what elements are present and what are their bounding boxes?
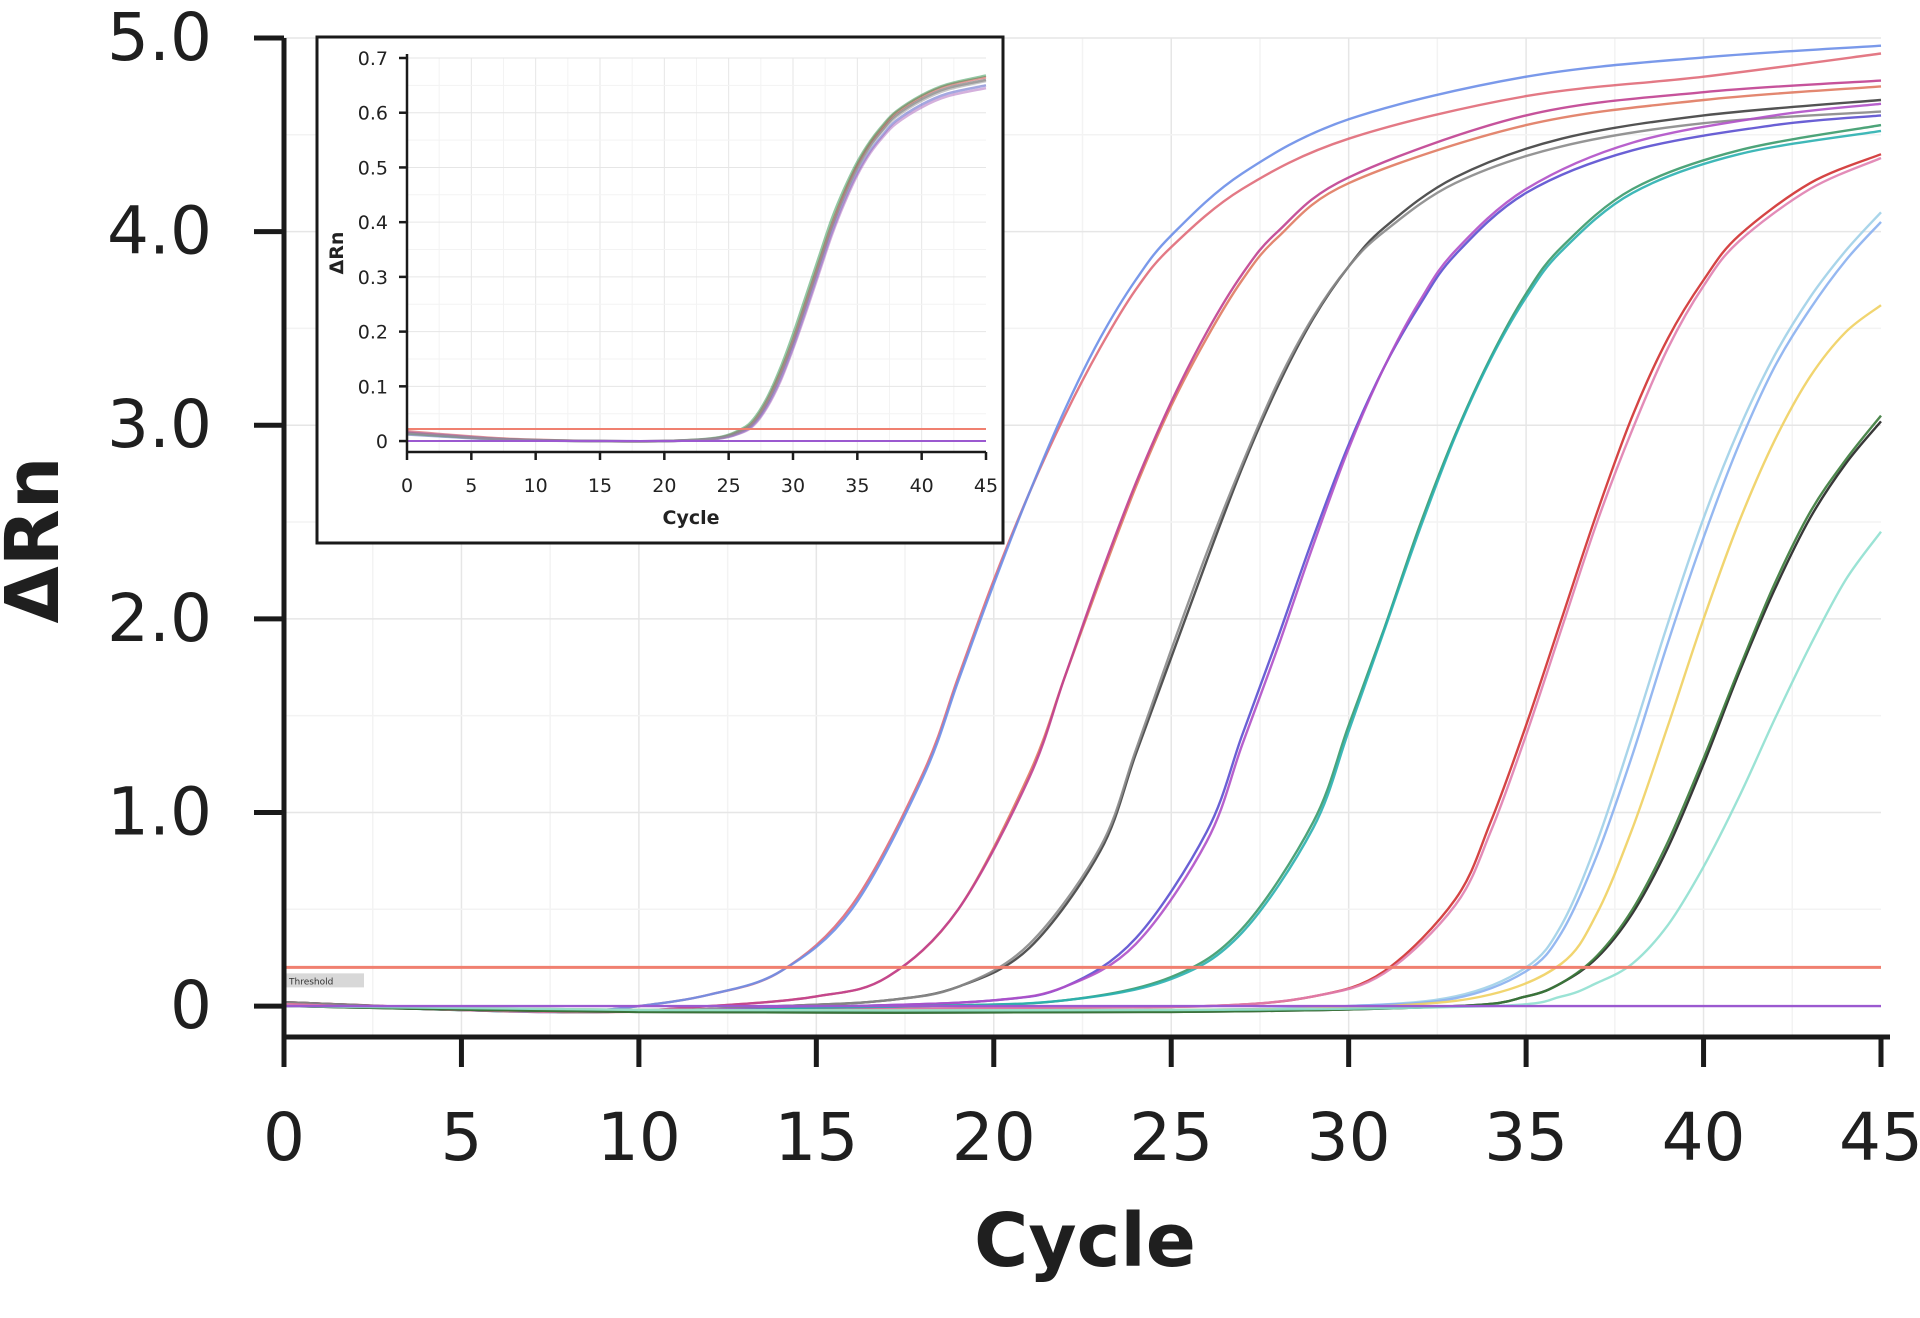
- main-x-axis-title: Cycle: [974, 1198, 1196, 1284]
- inset-x-tick-label: 25: [717, 475, 741, 497]
- inset-x-tick-label: 35: [845, 475, 869, 497]
- main-plot: Threshold 0 5 10 15 20 25 30 35 40 45 0 1.0 2.0 3.0 4.0…: [0, 0, 1920, 1284]
- main-x-tick-label: 30: [1307, 1099, 1391, 1176]
- main-x-tick-label: 40: [1662, 1099, 1746, 1176]
- inset-x-tick-label: 10: [524, 475, 548, 497]
- main-x-tick-label: 45: [1839, 1099, 1920, 1176]
- inset-y-tick-label: 0.2: [358, 322, 388, 344]
- main-x-tick-label: 20: [952, 1099, 1036, 1176]
- main-series-4: [284, 79, 1882, 1014]
- inset-x-tick-label: 15: [588, 475, 612, 497]
- main-y-tick-label: 1.0: [107, 773, 212, 850]
- inset-y-tick-label: 0.3: [358, 267, 388, 289]
- main-x-tick-label: 15: [774, 1099, 858, 1176]
- main-x-tick-label: 5: [440, 1099, 482, 1176]
- inset-y-tick-label: 0.5: [358, 157, 388, 179]
- inset-x-tick-label: 20: [652, 475, 676, 497]
- main-series-18: [284, 530, 1882, 1012]
- inset-x-tick-label: 5: [465, 475, 477, 497]
- main-y-tick-label: 0: [170, 967, 212, 1044]
- main-x-tick-label: 35: [1484, 1099, 1568, 1176]
- inset-x-tick-label: 40: [910, 475, 934, 497]
- inset-y-axis-title: ΔRn: [326, 232, 348, 275]
- main-x-tick-label: 0: [263, 1099, 305, 1176]
- inset-y-tick-label: 0.1: [358, 376, 388, 398]
- inset-y-tick-label: 0.6: [358, 103, 388, 125]
- inset-y-tick-label: 0.7: [358, 48, 388, 70]
- main-x-tick-label: 25: [1129, 1099, 1213, 1176]
- inset-x-tick-label: 45: [974, 475, 998, 497]
- main-y-tick-label: 2.0: [107, 580, 212, 657]
- inset-x-tick-label: 30: [781, 475, 805, 497]
- main-y-tick-label: 4.0: [107, 193, 212, 270]
- main-threshold-tag: Threshold: [288, 977, 333, 987]
- main-y-axis-title: ΔRn: [0, 457, 76, 624]
- inset-x-axis-title: Cycle: [663, 507, 720, 529]
- main-series-17: [284, 414, 1882, 1014]
- main-threshold-tag-bg: [286, 973, 364, 988]
- main-y-tick-label: 3.0: [107, 386, 212, 463]
- main-y-tick-label: 5.0: [107, 0, 212, 76]
- inset-x-tick-label: 0: [401, 475, 413, 497]
- inset-y-tick-label: 0.4: [358, 212, 388, 234]
- inset-y-tick-label: 0: [376, 431, 388, 453]
- main-series-12: [284, 156, 1882, 1014]
- inset-plot: 0 5 10 15 20 25 30 35 40 45 0 0.1 0.2 0.3 0.4 0.5 0.6 0.7…: [315, 35, 1005, 545]
- main-x-tick-label: 10: [597, 1099, 681, 1176]
